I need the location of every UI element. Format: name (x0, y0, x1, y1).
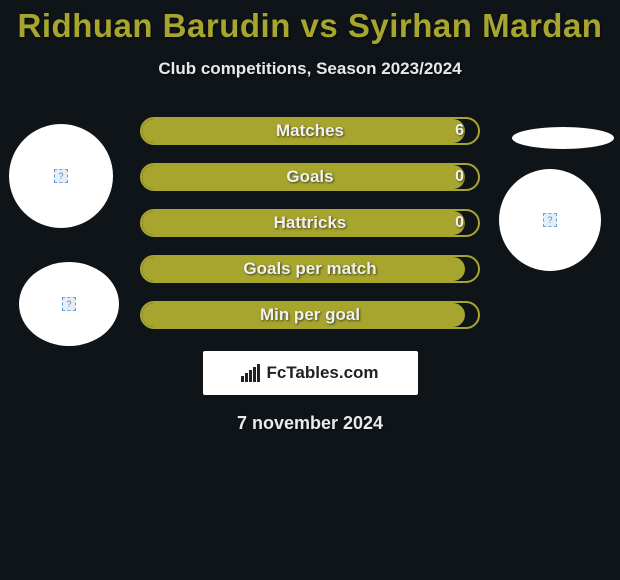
decorative-ellipse (512, 127, 614, 149)
player-avatar-right: ? (499, 169, 601, 271)
player-avatar-left-2: ? (19, 262, 119, 346)
bar-label: Goals per match (142, 257, 478, 281)
stat-bar-goals-per-match: Goals per match (140, 255, 480, 283)
bar-label: Goals (142, 165, 478, 189)
stat-bar-hattricks: Hattricks 0 (140, 209, 480, 237)
bar-label: Matches (142, 119, 478, 143)
subtitle: Club competitions, Season 2023/2024 (0, 59, 620, 79)
site-name: FcTables.com (266, 363, 378, 383)
site-badge[interactable]: FcTables.com (203, 351, 418, 395)
bar-value: 0 (455, 165, 464, 189)
image-placeholder-icon: ? (62, 297, 76, 311)
page-title: Ridhuan Barudin vs Syirhan Mardan (0, 0, 620, 45)
bar-label: Hattricks (142, 211, 478, 235)
stat-bar-goals: Goals 0 (140, 163, 480, 191)
image-placeholder-icon: ? (54, 169, 68, 183)
bar-label: Min per goal (142, 303, 478, 327)
stat-bar-matches: Matches 6 (140, 117, 480, 145)
stats-bars: Matches 6 Goals 0 Hattricks 0 Goals per … (140, 117, 480, 329)
player-avatar-left-1: ? (9, 124, 113, 228)
bar-value: 0 (455, 211, 464, 235)
site-logo-icon (241, 364, 260, 382)
image-placeholder-icon: ? (543, 213, 557, 227)
stat-bar-min-per-goal: Min per goal (140, 301, 480, 329)
bar-value: 6 (455, 119, 464, 143)
date-label: 7 november 2024 (0, 413, 620, 434)
